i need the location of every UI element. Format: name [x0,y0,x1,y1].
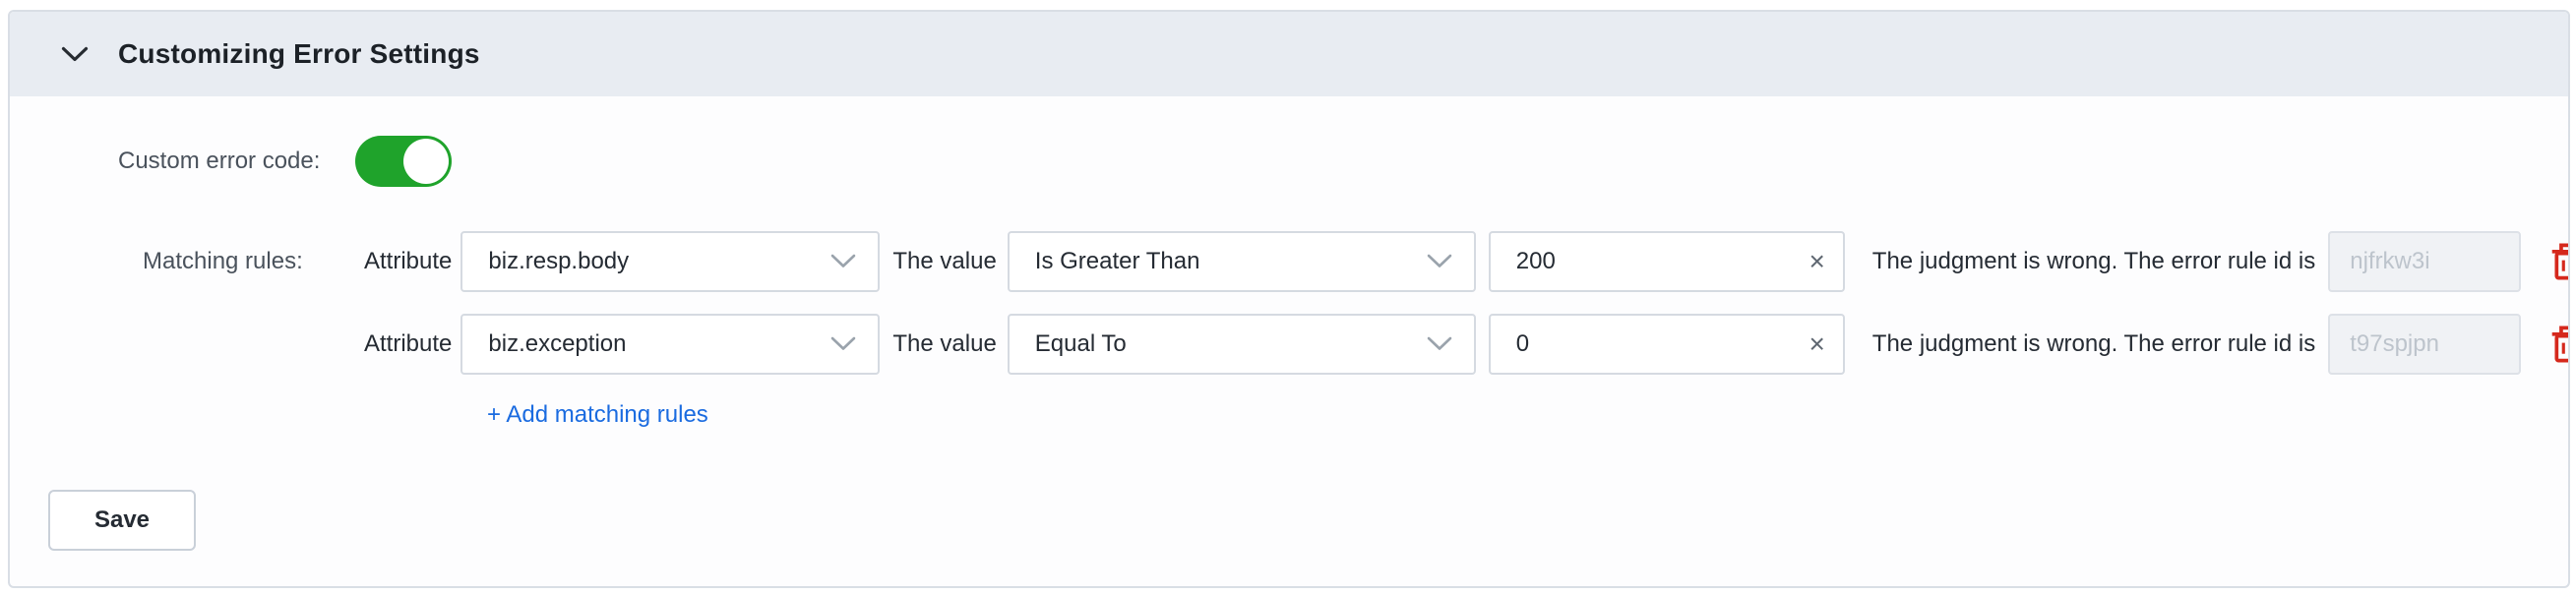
save-button[interactable]: Save [48,490,196,551]
save-row: Save [48,490,2568,551]
value-input[interactable] [1488,231,1845,292]
attribute-select[interactable]: biz.exception [460,314,881,375]
judgment-text: The judgment is wrong. The error rule id… [1871,248,2316,274]
custom-error-code-row: Custom error code: [118,136,2568,187]
panel-content: Custom error code: Matching rules: Attri… [10,136,2568,551]
error-settings-panel: Customizing Error Settings Custom error … [8,10,2570,588]
value-input-wrap: × [1488,231,1845,292]
operator-select[interactable]: Equal To [1007,314,1476,375]
attribute-label: Attribute [364,330,453,357]
operator-select-value: Equal To [1034,330,1127,357]
attribute-select[interactable]: biz.resp.body [460,231,881,292]
toggle-knob [403,139,450,184]
rule-id-input [2328,231,2522,292]
chevron-down-icon [1427,330,1452,358]
panel-header[interactable]: Customizing Error Settings [10,12,2568,96]
matching-rules-section: Matching rules: Attribute biz.resp.body … [143,230,2568,429]
attribute-select-value: biz.resp.body [488,248,630,274]
matching-rules-label: Matching rules: [143,248,303,274]
chevron-down-icon [830,330,856,358]
trash-icon[interactable] [2548,241,2568,282]
judgment-text: The judgment is wrong. The error rule id… [1871,330,2316,357]
chevron-down-icon [1427,248,1452,275]
add-matching-rules-link[interactable]: + Add matching rules [487,401,708,428]
matching-rule-row: Attribute biz.exception The value Equal … [143,313,2568,376]
attribute-select-value: biz.exception [488,330,627,357]
attribute-label: Attribute [364,248,453,274]
custom-error-code-toggle[interactable] [355,136,453,187]
clear-icon[interactable]: × [1809,328,1825,359]
panel-title: Customizing Error Settings [118,38,480,69]
value-label: The value [892,330,997,357]
value-label: The value [892,248,997,274]
value-input[interactable] [1488,314,1845,375]
operator-select[interactable]: Is Greater Than [1007,231,1476,292]
matching-rule-row: Matching rules: Attribute biz.resp.body … [143,230,2568,293]
chevron-down-icon[interactable] [61,46,89,63]
operator-select-value: Is Greater Than [1034,248,1200,274]
trash-icon[interactable] [2548,324,2568,365]
clear-icon[interactable]: × [1809,246,1825,276]
chevron-down-icon [830,248,856,275]
custom-error-code-label: Custom error code: [118,148,321,174]
value-input-wrap: × [1488,314,1845,375]
rule-id-input [2328,314,2522,375]
